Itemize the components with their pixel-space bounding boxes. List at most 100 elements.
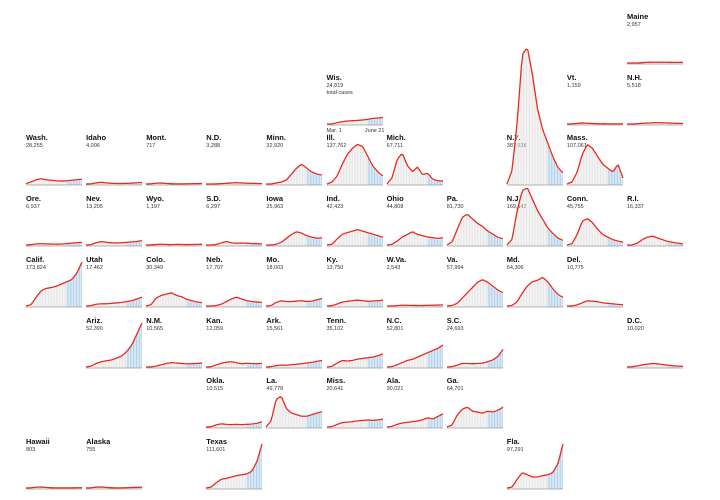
daily-bar [592, 302, 594, 307]
state-total: 4,006 [86, 143, 100, 150]
daily-bar [544, 138, 546, 186]
daily-bar [405, 164, 407, 186]
daily-bar [606, 304, 608, 307]
daily-bar [297, 416, 299, 429]
daily-bar [371, 421, 373, 429]
daily-bar [661, 364, 663, 368]
daily-bar [454, 366, 456, 368]
daily-bar [231, 243, 233, 247]
daily-bar [296, 301, 298, 307]
daily-bar [604, 167, 606, 186]
daily-bar [354, 121, 356, 125]
daily-bar [296, 364, 298, 368]
daily-bar [43, 180, 45, 186]
daily-bar [535, 207, 537, 247]
daily-bar [669, 243, 671, 247]
daily-bar [52, 287, 54, 307]
state-sparkline [446, 348, 504, 368]
daily-bar [527, 286, 529, 307]
daily-bar [92, 365, 94, 368]
daily-bar [498, 238, 500, 247]
daily-bar [65, 182, 67, 186]
daily-bar [441, 305, 443, 307]
daily-bar [254, 364, 256, 368]
daily-bar [530, 197, 532, 247]
state-tile: D.C. 10,020 [626, 316, 684, 370]
daily-bar [408, 169, 410, 186]
daily-bar [219, 425, 220, 429]
daily-bar [157, 298, 159, 307]
daily-bar [154, 301, 156, 307]
daily-bar [400, 363, 402, 368]
daily-bar [571, 183, 573, 186]
daily-bar [343, 234, 345, 247]
daily-bar [228, 425, 230, 429]
daily-bar [365, 421, 367, 429]
daily-bar [641, 241, 643, 247]
daily-bar [162, 184, 164, 186]
daily-bar [488, 233, 490, 247]
daily-bar [288, 237, 290, 247]
daily-bar [514, 144, 516, 186]
daily-bar [348, 423, 350, 429]
daily-bar [645, 364, 647, 368]
daily-bar [357, 231, 359, 247]
daily-bar [168, 363, 170, 368]
daily-bar [544, 476, 546, 489]
daily-bar [94, 305, 96, 307]
daily-bar [373, 235, 375, 247]
daily-bar [663, 365, 665, 368]
state-total: 1,197 [146, 204, 160, 211]
daily-bar [72, 277, 74, 307]
state-tile: N.C. 52,801 [386, 316, 443, 370]
daily-bar [97, 304, 99, 307]
total-cases-note: total cases [326, 89, 353, 96]
daily-bar [288, 179, 290, 186]
daily-bar [318, 175, 319, 186]
daily-bar [650, 237, 652, 247]
daily-bar [180, 297, 182, 307]
daily-bar [364, 233, 366, 247]
daily-bar [353, 422, 355, 429]
daily-bar [214, 485, 216, 489]
state-total: 6,937 [26, 204, 40, 211]
daily-bar [555, 466, 557, 489]
daily-bar [399, 364, 401, 368]
state-name: Minn. [266, 133, 286, 143]
daily-bar [555, 293, 557, 307]
daily-bar [425, 174, 427, 186]
daily-bar [248, 301, 250, 307]
state-tile: Okla. 10,515 [206, 376, 263, 430]
daily-bar [134, 184, 136, 186]
daily-bar [282, 365, 284, 368]
daily-bar [32, 303, 34, 307]
state-sparkline [146, 361, 203, 368]
state-name: Ariz. [86, 315, 103, 325]
daily-bar [413, 359, 415, 368]
state-sparkline [86, 182, 143, 186]
daily-bar [354, 422, 356, 429]
daily-bar [245, 301, 247, 307]
daily-bar [574, 177, 576, 186]
daily-bar [101, 487, 103, 489]
daily-bar [197, 303, 199, 307]
daily-bar [101, 242, 103, 247]
daily-bar [108, 184, 110, 186]
daily-bar [57, 182, 59, 186]
daily-bar [492, 287, 494, 307]
daily-bar [57, 245, 59, 247]
daily-bar [316, 414, 318, 429]
daily-bar [601, 303, 603, 307]
daily-bar [378, 420, 380, 429]
daily-bar [652, 363, 654, 368]
daily-bar [117, 358, 119, 368]
daily-bar [615, 241, 617, 247]
daily-bar [652, 123, 654, 125]
daily-bar [658, 239, 660, 247]
daily-bar [133, 184, 135, 186]
daily-bar [342, 164, 344, 186]
daily-bar [302, 301, 304, 307]
daily-bar [410, 360, 412, 368]
state-tile: Wash. 28,255 [25, 133, 83, 187]
state-sparkline [566, 122, 623, 126]
